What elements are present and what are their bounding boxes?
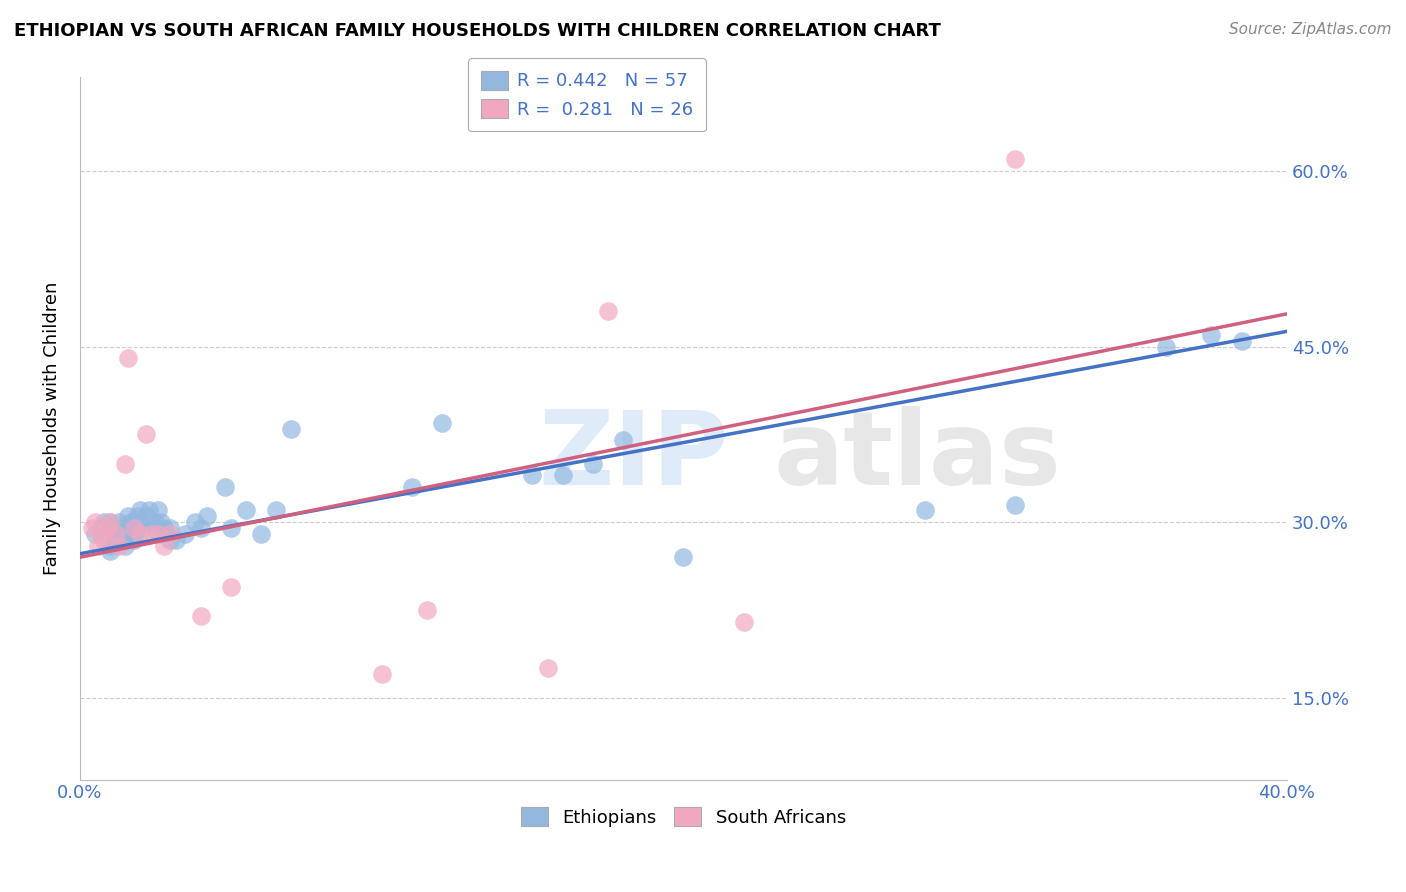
Point bbox=[153, 521, 176, 535]
Point bbox=[84, 526, 107, 541]
Point bbox=[250, 526, 273, 541]
Point bbox=[416, 603, 439, 617]
Point bbox=[219, 580, 242, 594]
Text: Source: ZipAtlas.com: Source: ZipAtlas.com bbox=[1229, 22, 1392, 37]
Point bbox=[195, 509, 218, 524]
Point bbox=[612, 434, 634, 448]
Point bbox=[135, 509, 157, 524]
Point bbox=[96, 521, 118, 535]
Point bbox=[105, 526, 128, 541]
Point bbox=[183, 515, 205, 529]
Point bbox=[80, 521, 103, 535]
Point bbox=[127, 509, 149, 524]
Point bbox=[98, 539, 121, 553]
Text: atlas: atlas bbox=[773, 406, 1062, 508]
Point bbox=[1201, 327, 1223, 342]
Point bbox=[84, 515, 107, 529]
Point bbox=[117, 351, 139, 366]
Point bbox=[190, 521, 212, 535]
Point bbox=[122, 521, 145, 535]
Point bbox=[114, 533, 136, 547]
Point bbox=[159, 526, 181, 541]
Point bbox=[111, 533, 134, 547]
Point bbox=[98, 515, 121, 529]
Point bbox=[401, 480, 423, 494]
Point bbox=[93, 533, 115, 547]
Point bbox=[87, 539, 110, 553]
Point bbox=[120, 515, 142, 529]
Point bbox=[280, 421, 302, 435]
Point bbox=[264, 503, 287, 517]
Point bbox=[165, 533, 187, 547]
Point bbox=[582, 457, 605, 471]
Point bbox=[122, 533, 145, 547]
Point bbox=[122, 526, 145, 541]
Text: ETHIOPIAN VS SOUTH AFRICAN FAMILY HOUSEHOLDS WITH CHILDREN CORRELATION CHART: ETHIOPIAN VS SOUTH AFRICAN FAMILY HOUSEH… bbox=[14, 22, 941, 40]
Point bbox=[174, 526, 197, 541]
Point bbox=[1004, 498, 1026, 512]
Point bbox=[105, 526, 128, 541]
Point bbox=[127, 521, 149, 535]
Text: ZIP: ZIP bbox=[538, 406, 728, 508]
Point bbox=[143, 521, 166, 535]
Point bbox=[108, 521, 131, 535]
Point bbox=[90, 526, 112, 541]
Point bbox=[159, 533, 181, 547]
Point bbox=[536, 661, 558, 675]
Point bbox=[914, 503, 936, 517]
Point bbox=[117, 521, 139, 535]
Point bbox=[108, 515, 131, 529]
Point bbox=[98, 544, 121, 558]
Legend: Ethiopians, South Africans: Ethiopians, South Africans bbox=[513, 800, 853, 834]
Point bbox=[733, 615, 755, 629]
Point bbox=[98, 515, 121, 529]
Point bbox=[430, 416, 453, 430]
Point bbox=[219, 521, 242, 535]
Point bbox=[141, 526, 163, 541]
Point bbox=[138, 503, 160, 517]
Point bbox=[148, 503, 170, 517]
Point bbox=[105, 533, 128, 547]
Point bbox=[122, 515, 145, 529]
Point bbox=[114, 457, 136, 471]
Point bbox=[132, 521, 155, 535]
Point bbox=[551, 468, 574, 483]
Point bbox=[148, 526, 170, 541]
Point bbox=[129, 515, 152, 529]
Point bbox=[190, 608, 212, 623]
Point bbox=[150, 515, 173, 529]
Point bbox=[235, 503, 257, 517]
Point bbox=[117, 526, 139, 541]
Point bbox=[90, 521, 112, 535]
Point bbox=[114, 539, 136, 553]
Point bbox=[214, 480, 236, 494]
Point bbox=[1004, 153, 1026, 167]
Point bbox=[117, 509, 139, 524]
Point bbox=[108, 539, 131, 553]
Y-axis label: Family Households with Children: Family Households with Children bbox=[44, 282, 60, 575]
Point bbox=[159, 521, 181, 535]
Point bbox=[135, 427, 157, 442]
Point bbox=[522, 468, 544, 483]
Point bbox=[153, 539, 176, 553]
Point bbox=[672, 550, 695, 565]
Point bbox=[1154, 340, 1177, 354]
Point bbox=[1230, 334, 1253, 348]
Point bbox=[129, 503, 152, 517]
Point bbox=[93, 515, 115, 529]
Point bbox=[370, 667, 392, 681]
Point bbox=[129, 526, 152, 541]
Point bbox=[596, 304, 619, 318]
Point bbox=[143, 515, 166, 529]
